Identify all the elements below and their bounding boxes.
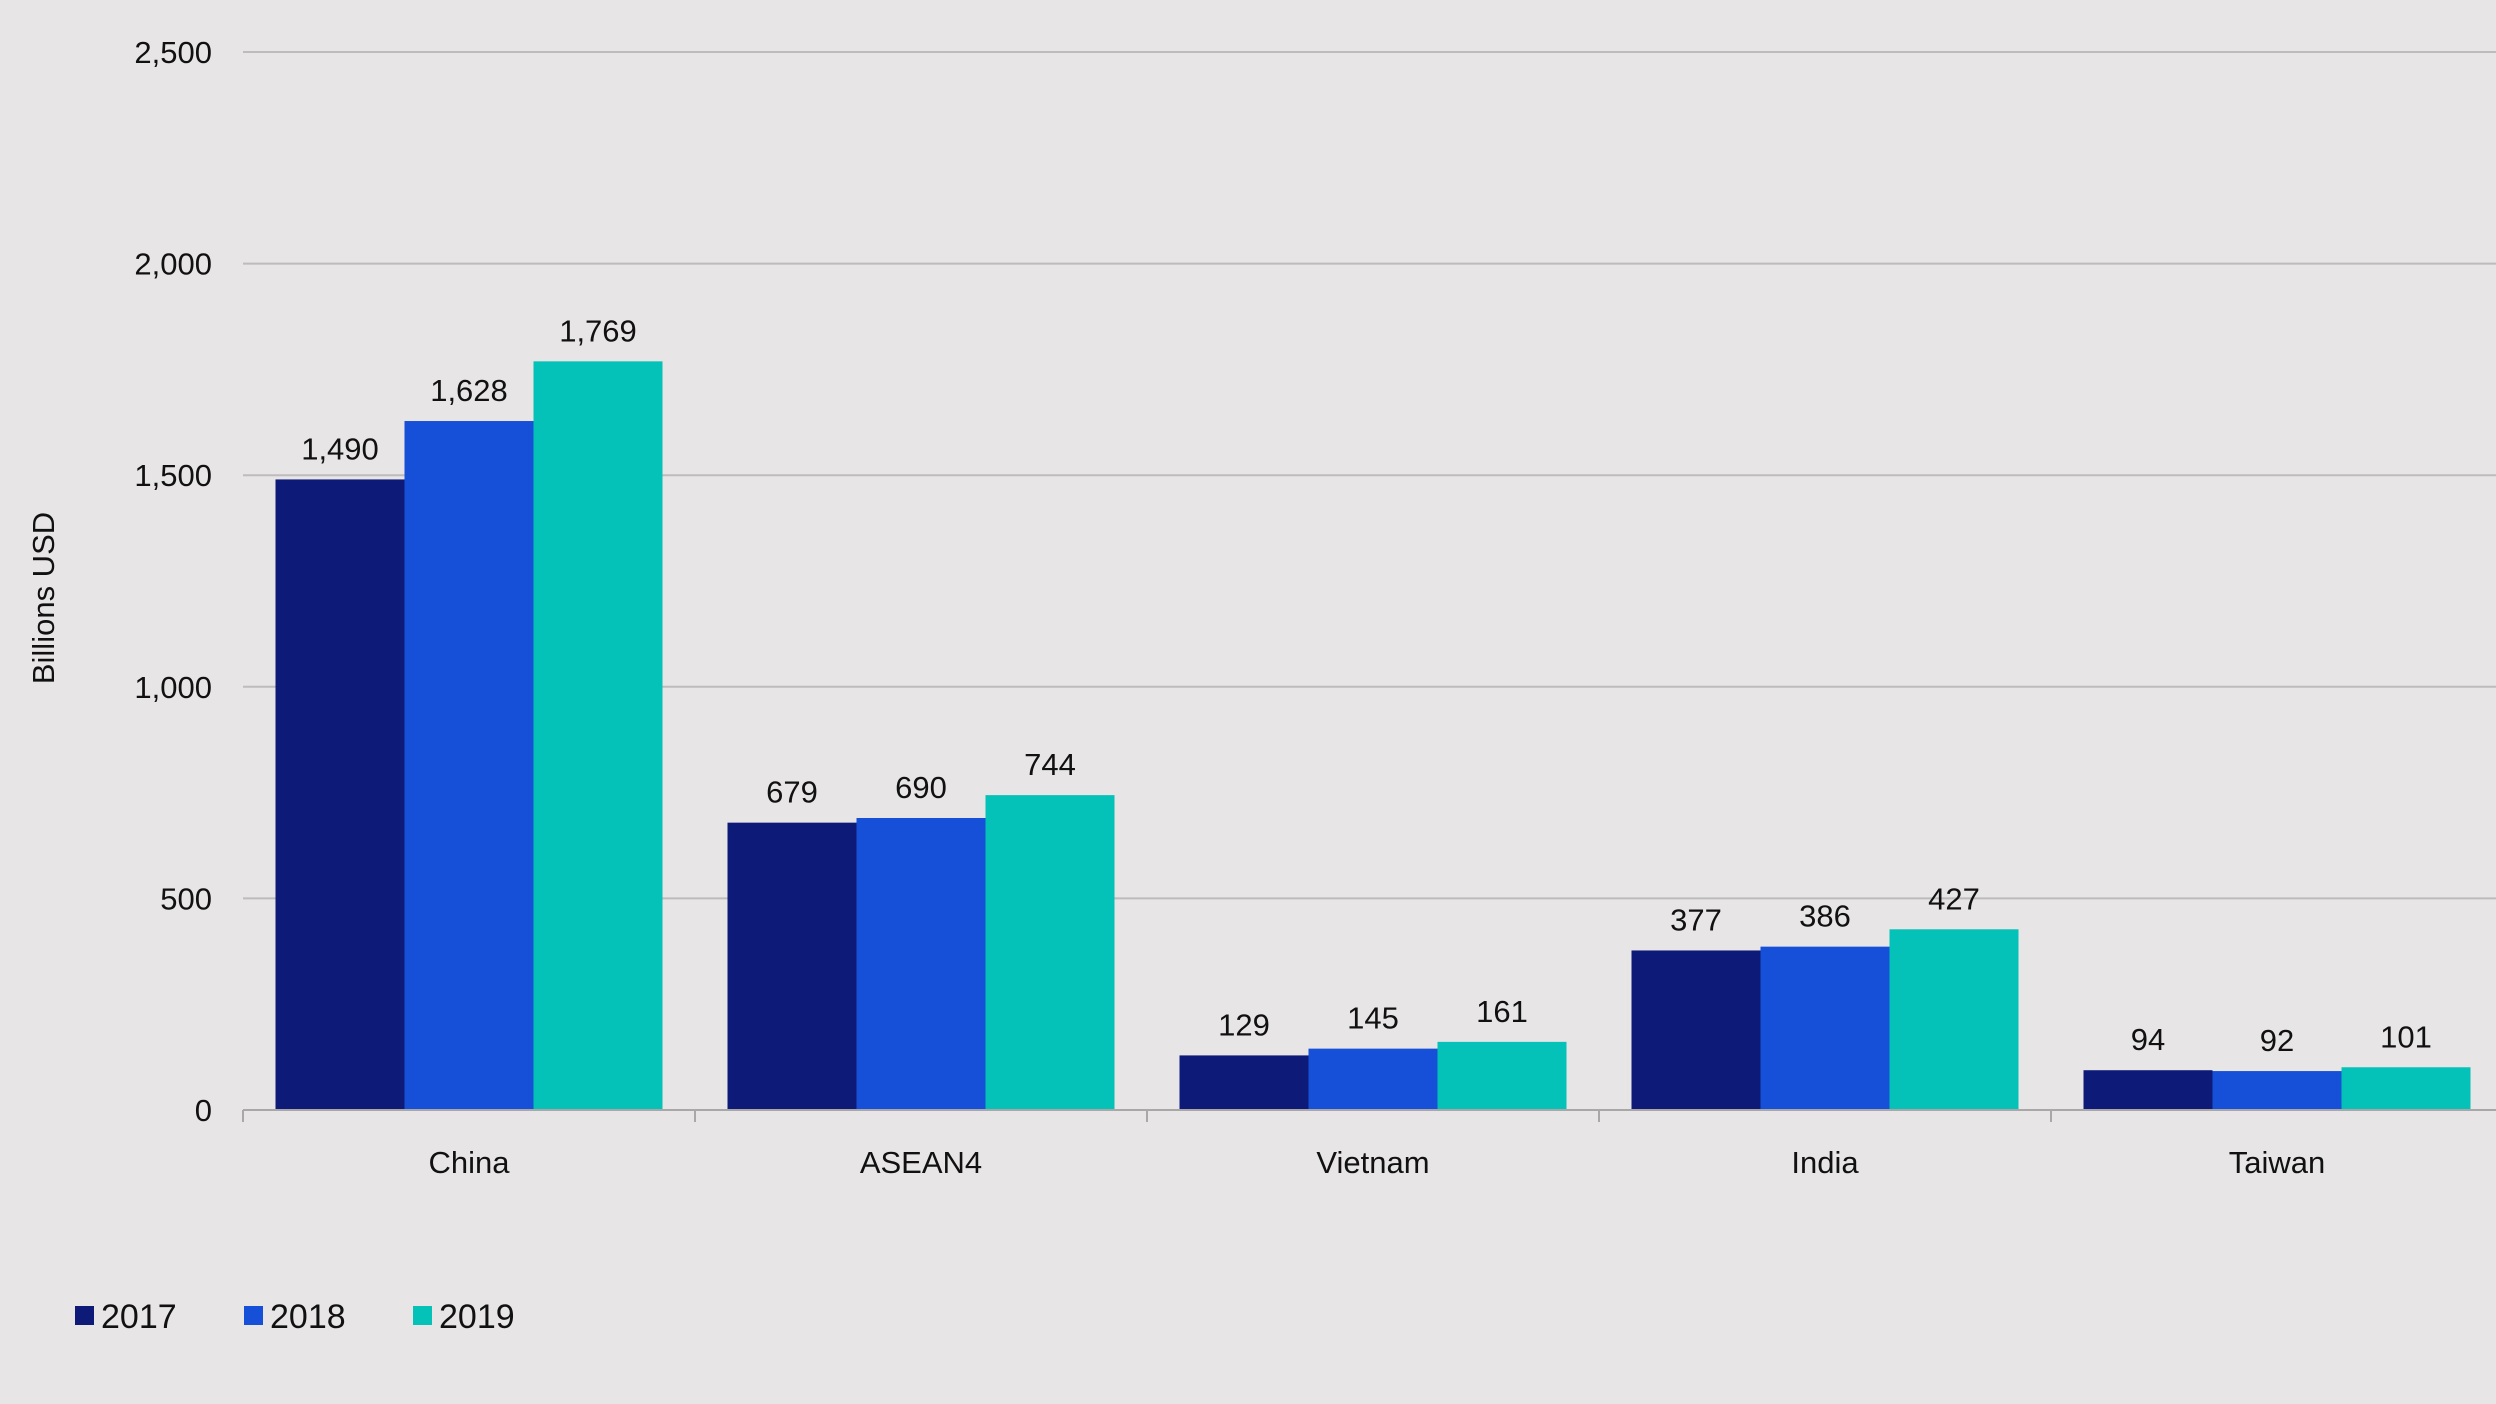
bar [856, 817, 986, 1110]
bar [985, 795, 1115, 1110]
data-label: 427 [1928, 881, 1980, 916]
x-category-label: Vietnam [1316, 1145, 1429, 1180]
legend-label: 2017 [101, 1298, 177, 1336]
data-label: 1,490 [301, 431, 379, 466]
y-tick-label: 0 [195, 1093, 212, 1128]
data-label: 690 [895, 770, 947, 805]
data-label: 1,769 [559, 313, 637, 348]
x-category-label: India [1791, 1145, 1859, 1180]
bar [1631, 950, 1761, 1110]
bar [275, 479, 405, 1110]
data-label: 386 [1799, 899, 1851, 934]
legend-swatch [244, 1306, 263, 1325]
legend-swatch [413, 1306, 432, 1325]
y-tick-label: 1,000 [134, 670, 212, 705]
data-label: 92 [2260, 1023, 2294, 1058]
y-tick-label: 2,500 [134, 35, 212, 70]
y-tick-label: 500 [160, 881, 212, 916]
bar [1308, 1048, 1438, 1110]
legend-swatch [75, 1306, 94, 1325]
data-label: 744 [1024, 747, 1076, 782]
bar [404, 421, 534, 1110]
data-label: 101 [2380, 1019, 2432, 1054]
y-axis-ticks: 0 500 1,000 1,500 2,000 2,500 [134, 35, 212, 1128]
y-axis-title: Billions USD [26, 512, 61, 684]
data-label: 161 [1476, 994, 1528, 1029]
bar [533, 361, 663, 1110]
bars [275, 361, 2471, 1110]
data-label: 1,628 [430, 373, 508, 408]
legend: 2017 2018 2019 [75, 1298, 515, 1336]
data-label: 94 [2131, 1022, 2165, 1057]
legend-label: 2018 [270, 1298, 346, 1336]
bar [1437, 1041, 1567, 1110]
bar [2212, 1071, 2342, 1110]
data-label: 145 [1347, 1001, 1399, 1036]
bar [1760, 946, 1890, 1110]
data-label: 377 [1670, 902, 1722, 937]
bar [1179, 1055, 1309, 1110]
legend-label: 2019 [439, 1298, 515, 1336]
bar [2341, 1067, 2471, 1110]
data-label: 679 [766, 775, 818, 810]
x-category-label: China [429, 1145, 511, 1180]
data-labels: 1,490 1,628 1,769 679 690 744 129 145 161 377 386 4… [301, 313, 2432, 1058]
bar [727, 822, 857, 1110]
x-category-label: Taiwan [2229, 1145, 2326, 1180]
x-category-label: ASEAN4 [860, 1145, 982, 1180]
x-axis: China ASEAN4 Vietnam India Taiwan [242, 1109, 2496, 1180]
bar [2083, 1070, 2213, 1110]
y-tick-label: 1,500 [134, 458, 212, 493]
data-label: 129 [1218, 1007, 1270, 1042]
y-tick-label: 2,000 [134, 247, 212, 282]
bar [1889, 929, 2019, 1110]
